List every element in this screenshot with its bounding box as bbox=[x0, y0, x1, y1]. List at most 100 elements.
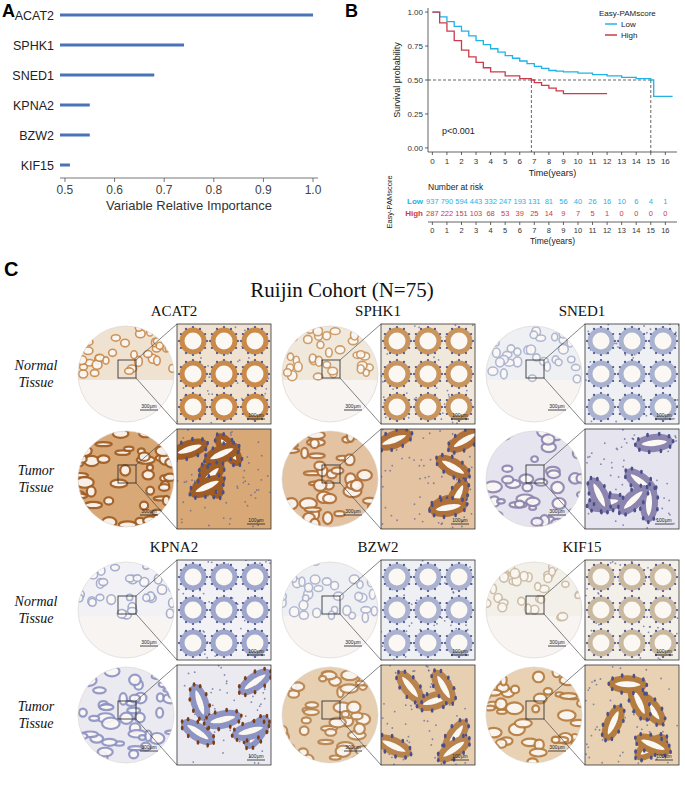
nucleus bbox=[389, 564, 391, 566]
stroma-nucleus bbox=[383, 396, 385, 398]
nucleus bbox=[647, 491, 650, 495]
nucleus bbox=[643, 366, 645, 368]
scale-bar bbox=[451, 524, 469, 525]
gland bbox=[164, 338, 171, 345]
gland bbox=[313, 327, 323, 336]
stroma-nucleus bbox=[591, 421, 593, 423]
stroma-nucleus bbox=[452, 433, 454, 435]
stroma-nucleus bbox=[257, 709, 259, 711]
nucleus bbox=[237, 373, 239, 375]
gene-label: SPHK1 bbox=[355, 303, 401, 319]
nucleus bbox=[382, 576, 384, 578]
zoom-box bbox=[526, 465, 544, 483]
gland bbox=[89, 756, 104, 765]
nucleus bbox=[211, 380, 213, 382]
stroma-nucleus bbox=[424, 477, 426, 479]
gland bbox=[328, 367, 338, 375]
gland bbox=[152, 674, 168, 679]
stroma-nucleus bbox=[471, 513, 473, 515]
nucleus bbox=[411, 431, 414, 435]
stroma-nucleus bbox=[237, 487, 239, 489]
stroma-nucleus bbox=[472, 324, 474, 326]
nucleus bbox=[185, 394, 187, 396]
nucleus bbox=[230, 394, 232, 396]
nucleus bbox=[240, 340, 242, 342]
panel-label: A bbox=[2, 1, 15, 21]
nucleus bbox=[461, 497, 464, 501]
nucleus bbox=[446, 413, 448, 415]
nucleus bbox=[638, 448, 641, 452]
gland bbox=[90, 370, 98, 377]
risk-x-tick-label: 13 bbox=[617, 226, 625, 235]
median-time-line bbox=[650, 80, 651, 152]
nucleus bbox=[254, 690, 257, 694]
nucleus bbox=[215, 490, 218, 494]
stroma-nucleus bbox=[632, 438, 634, 440]
nucleus bbox=[178, 340, 180, 342]
gland bbox=[485, 511, 502, 519]
stroma-nucleus bbox=[244, 329, 246, 331]
nucleus bbox=[458, 420, 460, 422]
nucleus bbox=[230, 361, 232, 363]
nucleus bbox=[624, 468, 627, 472]
nucleus bbox=[642, 500, 645, 504]
stroma-nucleus bbox=[586, 462, 588, 464]
nucleus bbox=[180, 333, 182, 335]
nucleus bbox=[434, 630, 436, 632]
zoom-box bbox=[118, 465, 136, 483]
nucleus bbox=[389, 597, 391, 599]
gland bbox=[555, 359, 562, 366]
risk-x-tick-label: 16 bbox=[661, 226, 669, 235]
stroma-nucleus bbox=[447, 390, 449, 392]
nucleus bbox=[612, 413, 614, 415]
nucleus bbox=[389, 394, 391, 396]
gland bbox=[113, 429, 128, 437]
gland bbox=[139, 735, 146, 740]
gland bbox=[343, 606, 351, 616]
x-tick-label: 3 bbox=[474, 157, 479, 166]
nucleus bbox=[265, 730, 268, 734]
nucleus bbox=[669, 352, 671, 354]
nucleus bbox=[222, 432, 225, 436]
crypt bbox=[386, 363, 408, 385]
stroma-nucleus bbox=[452, 527, 454, 529]
nucleus bbox=[655, 361, 657, 363]
stroma-nucleus bbox=[456, 479, 458, 481]
crypt bbox=[448, 396, 470, 418]
nucleus bbox=[198, 468, 201, 472]
stroma-nucleus bbox=[610, 475, 612, 477]
core-edge bbox=[78, 562, 174, 658]
nucleus bbox=[650, 366, 652, 368]
nucleus bbox=[650, 347, 652, 349]
gland bbox=[299, 577, 305, 586]
gland bbox=[483, 440, 495, 447]
crypt bbox=[417, 363, 439, 385]
legend-swatch bbox=[605, 23, 617, 25]
stroma-nucleus bbox=[396, 449, 398, 451]
nucleus bbox=[593, 502, 596, 506]
risk-count: 53 bbox=[501, 209, 509, 218]
stroma-nucleus bbox=[247, 505, 249, 507]
nucleus bbox=[185, 654, 187, 656]
nucleus bbox=[246, 738, 249, 742]
gland bbox=[156, 342, 163, 349]
nucleus bbox=[216, 588, 218, 590]
nucleus bbox=[190, 486, 193, 490]
nucleus bbox=[384, 366, 386, 368]
nucleus bbox=[261, 328, 263, 330]
risk-x-tick-label: 3 bbox=[474, 226, 478, 235]
nucleus bbox=[199, 630, 201, 632]
nucleus bbox=[403, 385, 405, 387]
x-tick-label: 5 bbox=[503, 157, 508, 166]
nucleus bbox=[413, 609, 415, 611]
gland bbox=[488, 367, 498, 375]
nucleus bbox=[216, 328, 218, 330]
nucleus bbox=[607, 418, 609, 420]
nucleus bbox=[188, 492, 191, 496]
stroma-nucleus bbox=[248, 462, 250, 464]
stroma-nucleus bbox=[239, 359, 241, 361]
nucleus bbox=[639, 483, 642, 487]
nucleus bbox=[247, 588, 249, 590]
crypt bbox=[386, 330, 408, 352]
crypt bbox=[386, 632, 408, 654]
